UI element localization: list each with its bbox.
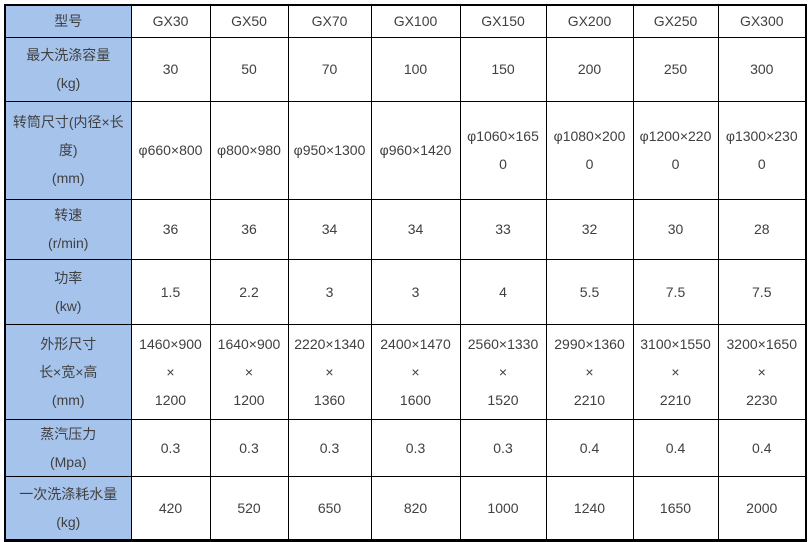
value-cell: 33 (459, 198, 547, 260)
row-label-cell: 最大洗涤容量 (kg) (4, 36, 132, 102)
table-row: 转速 (r/min) 36 36 34 34 33 32 30 28 (4, 198, 807, 260)
value-cell: 1650 (632, 475, 719, 541)
value-cell: 150 (459, 36, 547, 102)
value-cell: 30 (130, 36, 211, 102)
value-cell: 200 (545, 36, 634, 102)
value-cell: 820 (370, 475, 461, 541)
table-row: 外形尺寸 长×宽×高 (mm) 1460×900 × 1200 1640×900 ×… (4, 323, 807, 420)
header-model-cell: GX150 (459, 4, 547, 38)
value-cell: 2000 (717, 475, 807, 541)
value-cell: 36 (209, 198, 289, 260)
value-cell: 30 (632, 198, 719, 260)
value-cell: 2.2 (209, 258, 289, 325)
row-label-cell: 蒸汽压力 (Mpa) (4, 418, 132, 477)
value-cell: 0.4 (632, 418, 719, 477)
value-cell: 3 (370, 258, 461, 325)
value-cell: 50 (209, 36, 289, 102)
table-row: 转筒尺寸(内径×长 度) (mm) φ660×800 φ800×980 φ950×13… (4, 100, 807, 200)
value-cell: 1.5 (130, 258, 211, 325)
value-cell: 250 (632, 36, 719, 102)
table-row: 蒸汽压力 (Mpa) 0.3 0.3 0.3 0.3 0.3 0.4 0.4 0.4 (4, 418, 807, 477)
value-cell: φ800×980 (209, 100, 289, 200)
spec-table: 型号 GX30 GX50 GX70 GX100 GX150 GX200 GX250 GX300 … (4, 4, 807, 542)
value-cell: φ1200×220 0 (632, 100, 719, 200)
value-cell: 1640×900 × 1200 (209, 323, 289, 420)
value-cell: 0.3 (459, 418, 547, 477)
value-cell: 1000 (459, 475, 547, 541)
row-label-cell: 外形尺寸 长×宽×高 (mm) (4, 323, 132, 420)
value-cell: 4 (459, 258, 547, 325)
header-model-cell: GX200 (545, 4, 634, 38)
table-row: 最大洗涤容量 (kg) 30 50 70 100 150 200 250 300 (4, 36, 807, 102)
value-cell: 7.5 (717, 258, 807, 325)
value-cell: 0.4 (545, 418, 634, 477)
header-model-cell: GX30 (130, 4, 211, 38)
header-model-cell: GX70 (287, 4, 372, 38)
header-model-cell: GX50 (209, 4, 289, 38)
header-model-cell: GX300 (717, 4, 807, 38)
value-cell: φ1080×200 0 (545, 100, 634, 200)
value-cell: 650 (287, 475, 372, 541)
header-row: 型号 GX30 GX50 GX70 GX100 GX150 GX200 GX250 GX300 (4, 4, 807, 38)
value-cell: 2220×1340 × 1360 (287, 323, 372, 420)
value-cell: 3100×1550 × 2210 (632, 323, 719, 420)
value-cell: 34 (287, 198, 372, 260)
value-cell: 2560×1330 × 1520 (459, 323, 547, 420)
value-cell: φ1060×165 0 (459, 100, 547, 200)
header-label-cell: 型号 (4, 4, 132, 38)
table-row: 功率 (kw) 1.5 2.2 3 3 4 5.5 7.5 7.5 (4, 258, 807, 325)
table-body: 最大洗涤容量 (kg) 30 50 70 100 150 200 250 300 转筒尺寸(内径×… (4, 36, 807, 541)
value-cell: 0.4 (717, 418, 807, 477)
value-cell: 1460×900 × 1200 (130, 323, 211, 420)
value-cell: 2990×1360 × 2210 (545, 323, 634, 420)
value-cell: 70 (287, 36, 372, 102)
value-cell: 0.3 (287, 418, 372, 477)
value-cell: 420 (130, 475, 211, 541)
value-cell: 34 (370, 198, 461, 260)
value-cell: 0.3 (370, 418, 461, 477)
value-cell: 100 (370, 36, 461, 102)
value-cell: 32 (545, 198, 634, 260)
value-cell: 3200×1650 × 2230 (717, 323, 807, 420)
value-cell: φ960×1420 (370, 100, 461, 200)
value-cell: 0.3 (130, 418, 211, 477)
value-cell: 5.5 (545, 258, 634, 325)
value-cell: φ1300×230 0 (717, 100, 807, 200)
row-label-cell: 转筒尺寸(内径×长 度) (mm) (4, 100, 132, 200)
value-cell: 520 (209, 475, 289, 541)
table-header: 型号 GX30 GX50 GX70 GX100 GX150 GX200 GX250 GX300 (4, 4, 807, 38)
value-cell: 7.5 (632, 258, 719, 325)
value-cell: 2400×1470 × 1600 (370, 323, 461, 420)
value-cell: 300 (717, 36, 807, 102)
value-cell: φ660×800 (130, 100, 211, 200)
value-cell: 1240 (545, 475, 634, 541)
header-model-cell: GX250 (632, 4, 719, 38)
row-label-cell: 一次洗涤耗水量 (kg) (4, 475, 132, 541)
value-cell: 36 (130, 198, 211, 260)
value-cell: φ950×1300 (287, 100, 372, 200)
value-cell: 3 (287, 258, 372, 325)
value-cell: 0.3 (209, 418, 289, 477)
row-label-cell: 转速 (r/min) (4, 198, 132, 260)
header-model-cell: GX100 (370, 4, 461, 38)
table-row: 一次洗涤耗水量 (kg) 420 520 650 820 1000 1240 1650 2000 (4, 475, 807, 541)
row-label-cell: 功率 (kw) (4, 258, 132, 325)
value-cell: 28 (717, 198, 807, 260)
